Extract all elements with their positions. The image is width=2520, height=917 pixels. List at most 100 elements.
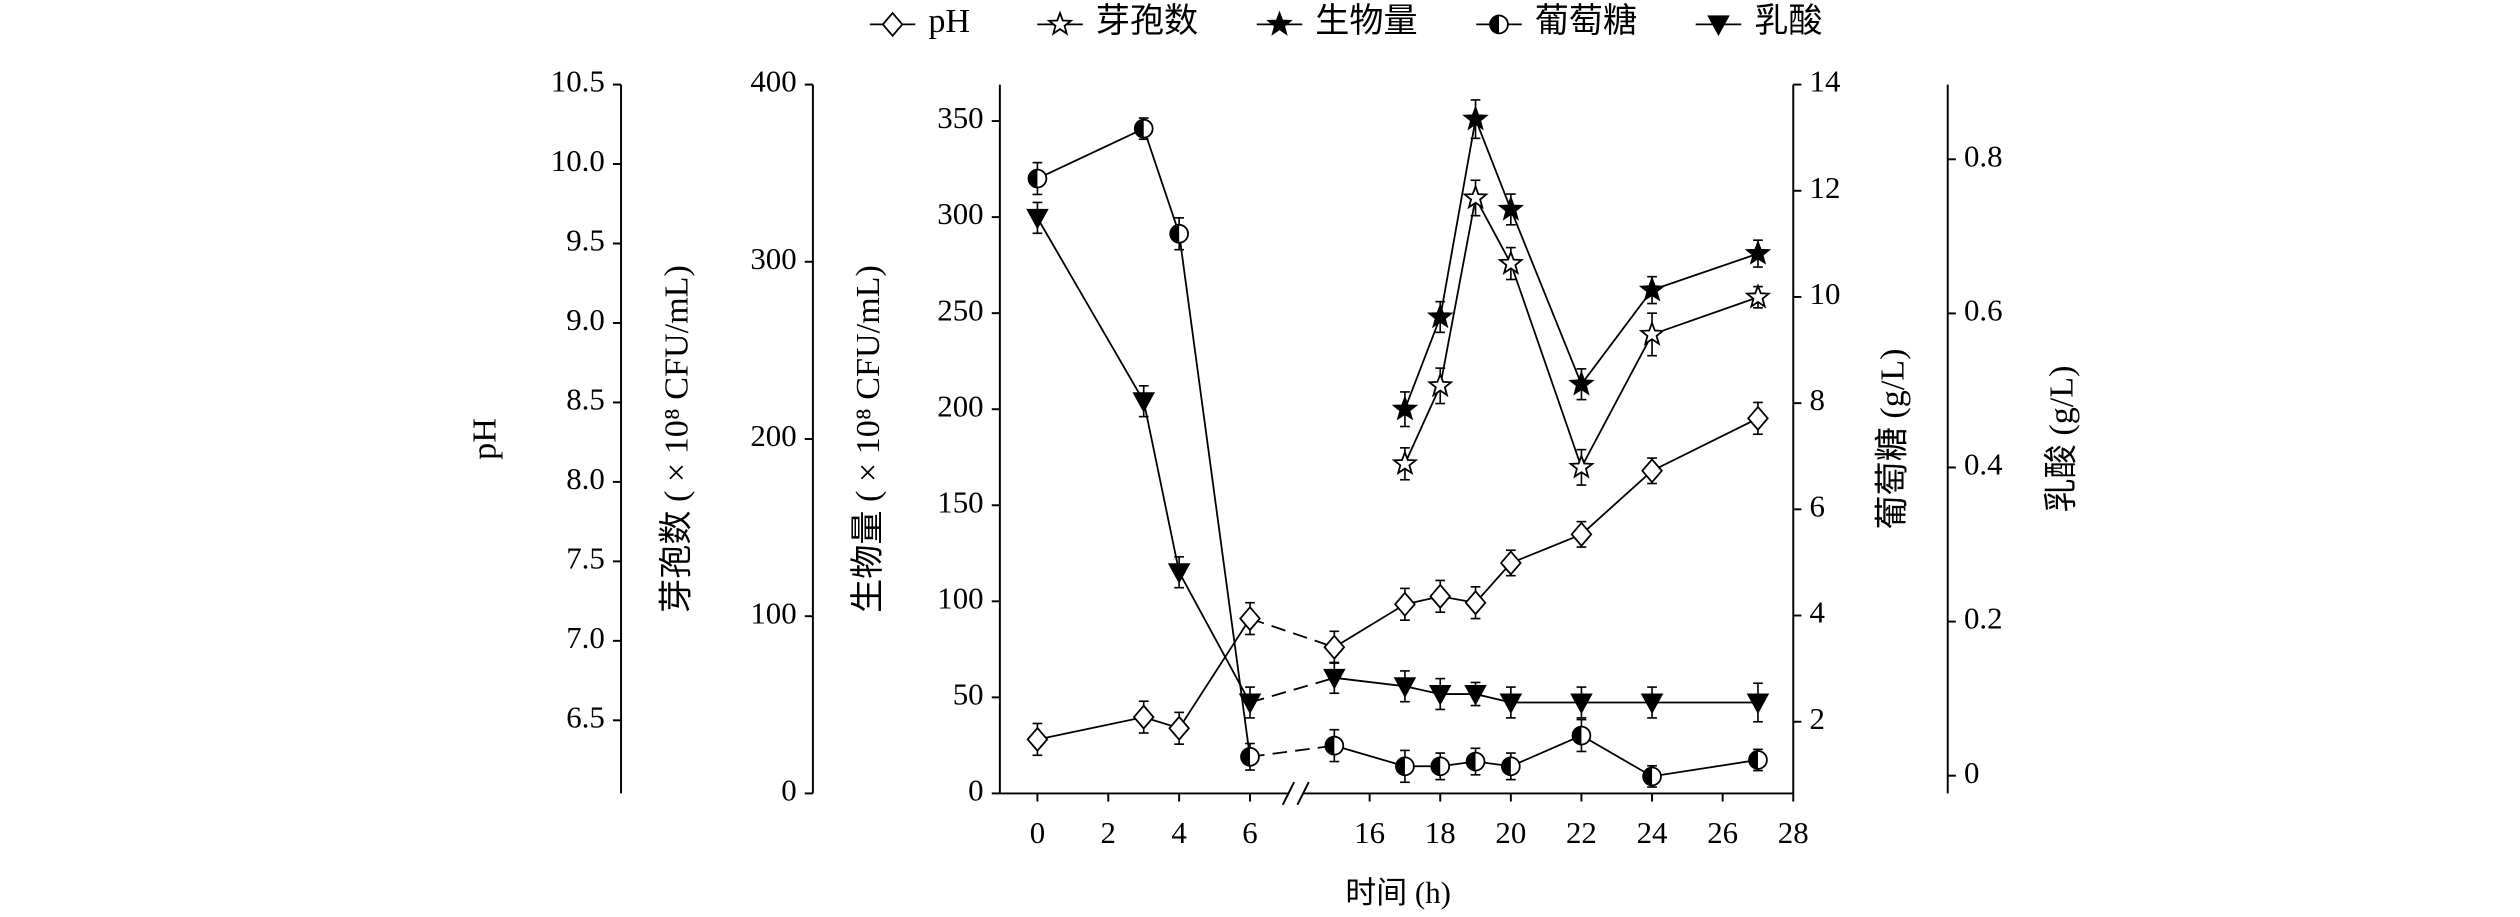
marker <box>1744 239 1772 265</box>
marker <box>1391 395 1419 421</box>
marker <box>1429 583 1452 610</box>
marker <box>1747 405 1769 432</box>
marker-shape <box>1431 757 1441 776</box>
x-tick-label: 0 <box>1030 815 1045 850</box>
y-tick-label: 7.5 <box>566 540 605 575</box>
marker <box>1391 449 1419 476</box>
marker <box>1464 684 1487 706</box>
y-axis-title: 葡萄糖 (g/L) <box>1874 348 1912 529</box>
marker-shape <box>1426 303 1454 329</box>
y-tick-label: 0 <box>968 773 983 808</box>
y-tick-label: 10.5 <box>551 64 605 99</box>
marker-shape <box>1638 320 1666 346</box>
x-axis-title: 时间 (h) <box>1345 875 1450 910</box>
y-tick-label: 10.0 <box>551 143 605 178</box>
x-tick-label: 18 <box>1425 815 1456 850</box>
marker-shape <box>1707 15 1730 37</box>
marker-shape <box>1570 521 1593 548</box>
marker-shape <box>1464 589 1487 616</box>
marker-shape <box>1391 449 1419 476</box>
marker <box>1638 276 1666 302</box>
x-tick-label: 4 <box>1171 815 1186 850</box>
marker <box>1571 725 1592 746</box>
marker <box>1238 693 1262 715</box>
y-tick-label: 7.0 <box>566 620 605 655</box>
x-tick-label: 16 <box>1354 815 1385 850</box>
y-tick-label: 0.6 <box>1964 292 2003 327</box>
marker <box>1568 453 1595 479</box>
marker <box>1638 320 1666 346</box>
marker <box>1133 118 1154 139</box>
y-tick-label: 9.5 <box>566 223 605 258</box>
y-tick-label: 10 <box>1810 276 1841 311</box>
marker-shape <box>1132 392 1155 413</box>
legend-label: pH <box>928 3 970 40</box>
marker <box>1744 283 1772 309</box>
x-tick-label: 26 <box>1707 815 1738 850</box>
y-tick-label: 0.4 <box>1964 447 2003 482</box>
y-tick-label: 8 <box>1810 382 1825 417</box>
marker-shape <box>1466 752 1476 771</box>
marker-shape <box>1640 693 1664 715</box>
marker-shape <box>1426 371 1454 398</box>
x-tick-label: 24 <box>1637 815 1668 850</box>
marker-shape <box>1266 10 1293 36</box>
marker-shape <box>1744 239 1772 265</box>
legend-label: 乳酸 <box>1754 2 1822 40</box>
marker <box>1462 105 1489 131</box>
marker <box>1393 591 1416 618</box>
legend-label: 生物量 <box>1315 2 1417 40</box>
y-tick-label: 300 <box>937 196 983 231</box>
marker-shape <box>1325 736 1335 755</box>
marker <box>1169 223 1189 244</box>
legend-marker <box>1266 10 1293 36</box>
marker <box>1428 684 1452 706</box>
x-tick-label: 22 <box>1566 815 1597 850</box>
y-tick-label: 4 <box>1810 595 1825 630</box>
marker-shape <box>1168 715 1191 742</box>
y-axis-title: 生物量 ( × 10⁸ CFU/mL) <box>849 265 887 613</box>
marker <box>1132 704 1155 730</box>
marker <box>1748 750 1768 770</box>
marker <box>1642 766 1662 787</box>
y-tick-label: 0 <box>781 773 796 808</box>
y-tick-label: 0.8 <box>1964 138 2003 173</box>
y-tick-label: 12 <box>1810 170 1841 205</box>
legend-marker <box>1489 14 1509 35</box>
marker-shape <box>1747 405 1769 432</box>
y-tick-label: 300 <box>750 241 796 276</box>
marker-shape <box>1323 634 1346 660</box>
legend-marker <box>1707 15 1730 37</box>
y-tick-label: 100 <box>750 595 796 630</box>
marker-shape <box>1170 224 1180 243</box>
marker <box>1497 249 1524 275</box>
marker <box>1465 751 1486 772</box>
marker-shape <box>1464 684 1487 706</box>
marker <box>1568 370 1595 396</box>
marker-shape <box>1428 684 1452 706</box>
y-tick-label: 2 <box>1810 701 1825 736</box>
marker-shape <box>1241 747 1251 766</box>
marker <box>1570 521 1593 548</box>
axis-break <box>1281 781 1296 806</box>
marker-shape <box>1570 693 1593 715</box>
marker <box>1393 677 1417 698</box>
break-connector <box>1249 617 1335 649</box>
marker <box>1570 693 1593 715</box>
marker-shape <box>1046 10 1074 36</box>
y-axis-title: 乳酸 (g/L) <box>2043 366 2081 513</box>
y-axis-title: pH <box>467 418 504 460</box>
y-tick-label: 200 <box>937 388 983 423</box>
marker-shape <box>1391 395 1419 421</box>
marker-shape <box>1744 283 1772 309</box>
marker-shape <box>1462 105 1489 131</box>
marker-shape <box>1462 184 1489 210</box>
x-tick-label: 2 <box>1101 815 1116 850</box>
marker <box>1323 634 1346 660</box>
marker <box>1426 371 1454 398</box>
y-tick-label: 8.0 <box>566 461 605 496</box>
marker-shape <box>1749 751 1758 769</box>
marker-shape <box>1429 583 1452 610</box>
series-line <box>1404 115 1759 410</box>
